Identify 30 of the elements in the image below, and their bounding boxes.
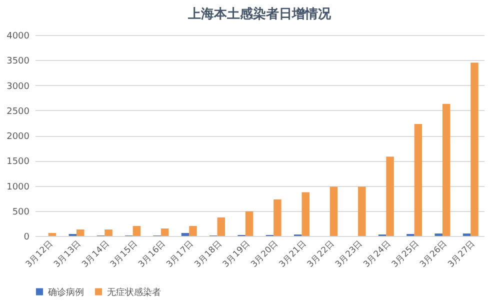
- chart-title: 上海本土感染者日增情况: [187, 6, 332, 22]
- bar: [181, 232, 190, 236]
- y-tick-label: 2000: [6, 132, 30, 142]
- bar: [76, 229, 84, 236]
- bar: [302, 192, 310, 236]
- y-tick-label: 3500: [6, 56, 30, 67]
- bar: [160, 228, 169, 236]
- bar: [358, 186, 366, 236]
- legend-label: 无症状感染者: [107, 286, 161, 298]
- bar: [462, 233, 471, 236]
- bar: [189, 226, 197, 236]
- y-tick-label: 2500: [6, 106, 30, 117]
- bar: [414, 124, 422, 236]
- bar: [217, 217, 226, 236]
- y-tick-label: 3000: [6, 82, 30, 92]
- bar: [434, 233, 442, 236]
- bar: [470, 62, 478, 236]
- bar: [330, 186, 338, 236]
- bar: [274, 199, 282, 236]
- y-tick-label: 4000: [6, 32, 30, 42]
- bar: [48, 232, 56, 236]
- bar: [245, 211, 254, 236]
- bar: [386, 156, 394, 236]
- legend-label: 确诊病例: [47, 286, 84, 298]
- bar: [442, 104, 450, 236]
- bar: [132, 226, 141, 236]
- y-tick-label: 500: [12, 207, 30, 218]
- y-tick-label: 1000: [6, 182, 30, 192]
- bar: [104, 229, 112, 236]
- y-tick-label: 1500: [6, 157, 30, 168]
